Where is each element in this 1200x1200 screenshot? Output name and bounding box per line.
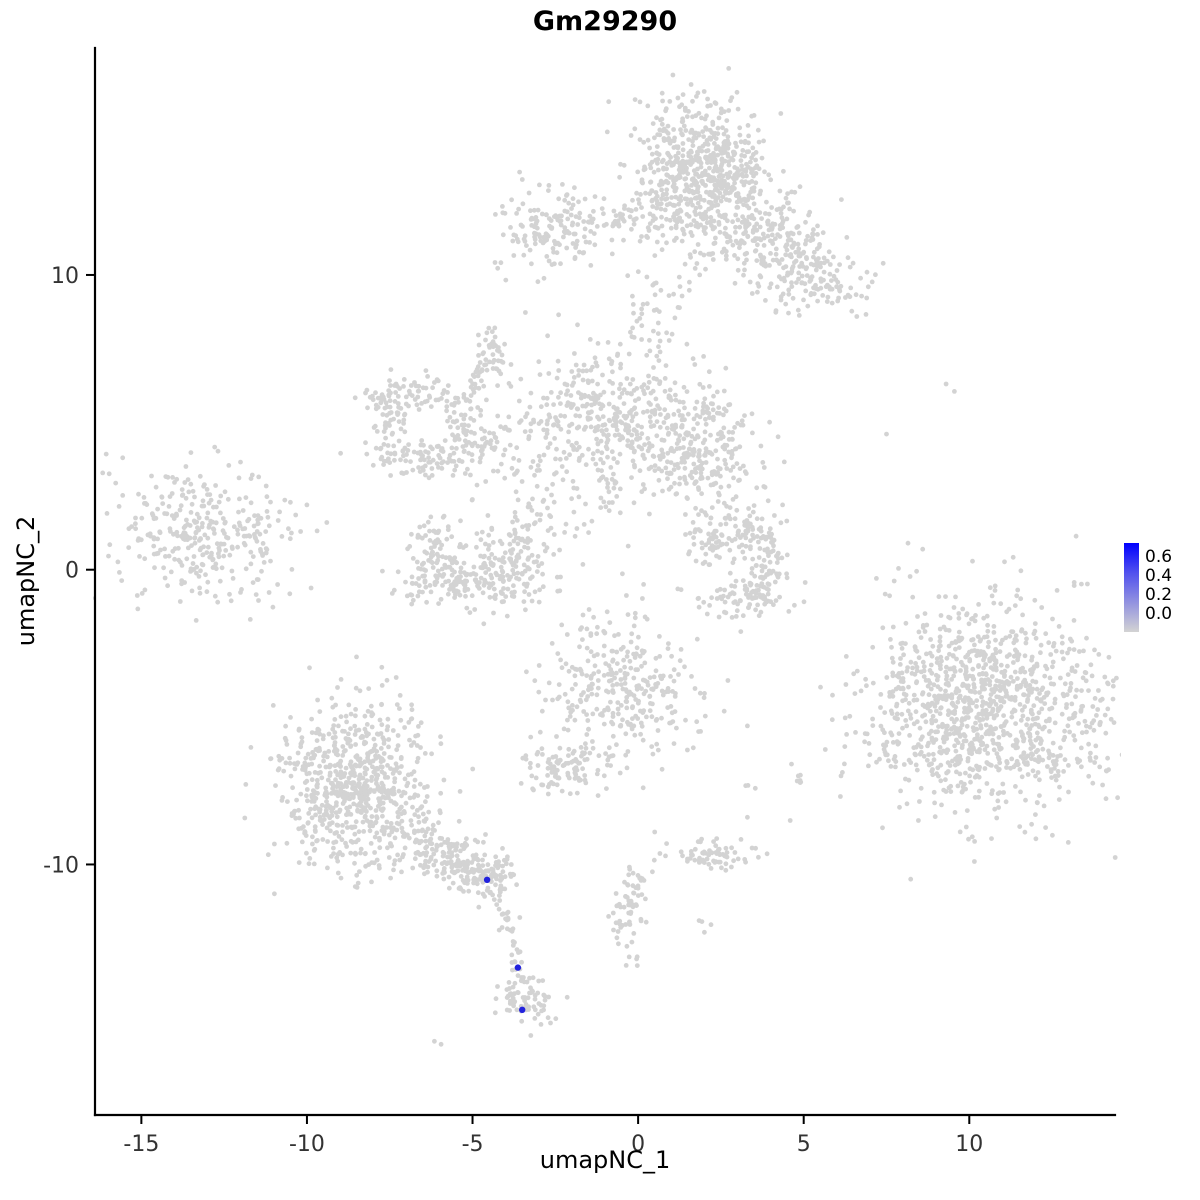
x-axis-title: umapNC_1 — [539, 1146, 671, 1174]
x-tick-label: -5 — [462, 1132, 484, 1157]
axes — [93, 46, 1117, 1117]
plot-title: Gm29290 — [532, 6, 678, 37]
colorbar-label: 0.4 — [1145, 565, 1173, 586]
x-tick-label: 10 — [955, 1132, 983, 1157]
tick-labels: -15 -10 -5 0 5 10 10 0 -10 — [43, 264, 983, 1157]
x-tick-label: 0 — [631, 1132, 645, 1157]
y-tick-label: 10 — [51, 264, 79, 289]
y-axis-title: umapNC_2 — [12, 515, 40, 647]
colorbar-gradient — [1124, 543, 1139, 632]
colorbar-label: 0.6 — [1145, 546, 1173, 567]
colorbar-legend: 0.6 0.4 0.2 0.0 — [1124, 543, 1200, 635]
highlighted-cells — [483, 876, 526, 1013]
colorbar-label: 0.2 — [1145, 585, 1173, 606]
y-tick-label: 0 — [65, 559, 79, 584]
x-tick-label: -10 — [289, 1132, 325, 1157]
y-tick-label: -10 — [43, 853, 79, 878]
x-tick-label: 5 — [797, 1132, 811, 1157]
colorbar-label: 0.0 — [1145, 604, 1173, 625]
x-tick-label: -15 — [123, 1132, 159, 1157]
tick-marks — [86, 273, 971, 1124]
colorbar-labels: 0.6 0.4 0.2 0.0 — [1124, 543, 1200, 635]
umap-points — [93, 66, 1121, 1047]
